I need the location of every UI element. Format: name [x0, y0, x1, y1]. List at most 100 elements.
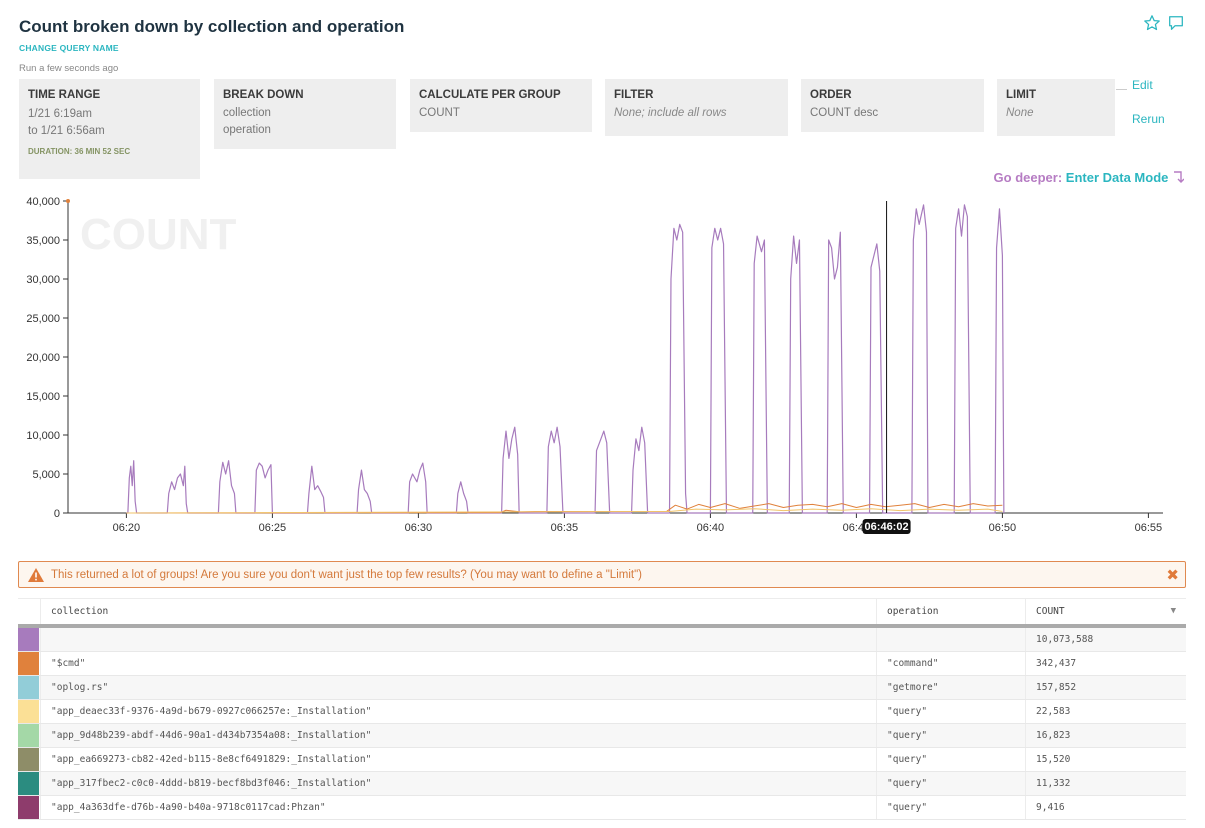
column-header-collection[interactable]: collection — [40, 598, 877, 628]
go-deeper-label: Go deeper: — [993, 170, 1063, 185]
calculate-box[interactable]: CALCULATE PER GROUP COUNT — [410, 79, 592, 132]
series-swatch — [18, 723, 41, 748]
count-chart[interactable]: COUNT 0 5,000 10,000 15,000 20,000 25,000 30,00… — [0, 185, 1205, 545]
cell-collection: "app_ea669273-cb82-42ed-b115-8e8cf649182… — [40, 747, 877, 772]
table-row[interactable]: "app_deaec33f-9376-4a9d-b679-0927c066257… — [18, 699, 1186, 724]
cursor-time-label: 06:46:02 — [865, 521, 909, 533]
run-timestamp: Run a few seconds ago — [19, 63, 119, 74]
chart-watermark: COUNT — [80, 210, 237, 259]
corner-arrow-icon — [1174, 171, 1185, 183]
color-swatch — [18, 724, 39, 747]
x-tick-label: 06:25 — [259, 522, 287, 534]
column-header-count-label: COUNT — [1036, 606, 1065, 617]
cell-count: 22,583 — [1025, 699, 1186, 724]
color-swatch — [18, 676, 39, 699]
limit-value: None — [1006, 107, 1034, 119]
table-row[interactable]: "app_4a363dfe-d76b-4a90-b40a-9718c0117ca… — [18, 795, 1186, 820]
break-down-value-operation: operation — [223, 124, 271, 136]
cell-collection: "app_9d48b239-abdf-44d6-90a1-d434b7354a0… — [40, 723, 877, 748]
cell-operation: "query" — [876, 747, 1026, 772]
cell-operation: "query" — [876, 795, 1026, 820]
color-swatch — [18, 772, 39, 795]
cell-collection — [40, 626, 877, 652]
cell-operation: "getmore" — [876, 675, 1026, 700]
table-row[interactable]: "$cmd" "command" 342,437 — [18, 651, 1186, 676]
table-row[interactable]: "app_9d48b239-abdf-44d6-90a1-d434b7354a0… — [18, 723, 1186, 748]
table-row[interactable]: "app_ea669273-cb82-42ed-b115-8e8cf649182… — [18, 747, 1186, 772]
warning-banner: This returned a lot of groups! Are you s… — [18, 561, 1186, 588]
table-row[interactable]: "app_317fbec2-c0c0-4ddd-b819-becf8bd3f04… — [18, 771, 1186, 796]
cell-collection: "app_deaec33f-9376-4a9d-b679-0927c066257… — [40, 699, 877, 724]
duration-label: DURATION: 36 MIN 52 SEC — [28, 147, 131, 156]
series-swatch — [18, 747, 41, 772]
time-range-from: 1/21 6:19am — [28, 108, 92, 120]
time-range-to: to 1/21 6:56am — [28, 125, 105, 137]
y-tick-label: 5,000 — [32, 469, 60, 481]
edit-link[interactable]: Edit — [1132, 78, 1153, 92]
cell-count: 16,823 — [1025, 723, 1186, 748]
calculate-value: COUNT — [419, 107, 460, 119]
comment-icon[interactable] — [1167, 14, 1185, 37]
enter-data-mode-link[interactable]: Enter Data Mode — [1065, 170, 1169, 185]
cell-operation — [876, 626, 1026, 652]
y-tick-label: 20,000 — [26, 352, 60, 364]
limit-label: LIMIT — [1006, 89, 1037, 101]
sort-desc-icon[interactable]: ▼ — [1170, 606, 1176, 616]
break-down-box[interactable]: BREAK DOWN collection operation — [214, 79, 396, 149]
color-swatch — [18, 700, 39, 723]
table-row[interactable]: "oplog.rs" "getmore" 157,852 — [18, 675, 1186, 700]
change-query-name-link[interactable]: CHANGE QUERY NAME — [19, 43, 119, 53]
order-label: ORDER — [810, 89, 852, 101]
color-column-header — [18, 598, 41, 628]
origin-marker — [66, 199, 70, 203]
limit-box[interactable]: LIMIT None — [997, 79, 1115, 136]
break-down-label: BREAK DOWN — [223, 89, 304, 101]
color-swatch — [18, 628, 39, 651]
go-deeper: Go deeper: Enter Data Mode — [993, 170, 1185, 185]
table-row[interactable]: 10,073,588 — [18, 626, 1186, 652]
cell-count: 9,416 — [1025, 795, 1186, 820]
x-tick-label: 06:35 — [551, 522, 579, 534]
color-swatch — [18, 748, 39, 771]
y-tick-label: 25,000 — [26, 313, 60, 325]
filter-label: FILTER — [614, 89, 654, 101]
y-tick-label: 10,000 — [26, 430, 60, 442]
cell-count: 157,852 — [1025, 675, 1186, 700]
divider — [1116, 89, 1127, 90]
calculate-label: CALCULATE PER GROUP — [419, 89, 561, 101]
cell-collection: "oplog.rs" — [40, 675, 877, 700]
cell-count: 342,437 — [1025, 651, 1186, 676]
x-tick-label: 06:40 — [697, 522, 725, 534]
series-swatch — [18, 771, 41, 796]
x-tick-label: 06:50 — [989, 522, 1017, 534]
y-tick-label: 0 — [54, 508, 60, 520]
y-tick-label: 15,000 — [26, 391, 60, 403]
cursor-time-badge — [862, 519, 911, 534]
rerun-link[interactable]: Rerun — [1132, 112, 1165, 126]
x-tick-label: 06:55 — [1135, 522, 1163, 534]
page-title: Count broken down by collection and oper… — [19, 17, 405, 36]
cell-operation: "query" — [876, 699, 1026, 724]
filter-value: None; include all rows — [614, 107, 727, 119]
cell-collection: "app_317fbec2-c0c0-4ddd-b819-becf8bd3f04… — [40, 771, 877, 796]
cell-collection: "$cmd" — [40, 651, 877, 676]
cell-count: 10,073,588 — [1025, 626, 1186, 652]
series-swatch — [18, 699, 41, 724]
cell-operation: "query" — [876, 771, 1026, 796]
results-table: collection operation COUNT ▼ 10,073,588 "$… — [18, 598, 1186, 820]
y-tick-label: 35,000 — [26, 235, 60, 247]
series-swatch — [18, 675, 41, 700]
close-icon[interactable]: ✖ — [1166, 567, 1179, 584]
series-swatch — [18, 626, 41, 652]
cell-count: 11,332 — [1025, 771, 1186, 796]
time-range-box[interactable]: TIME RANGE 1/21 6:19am to 1/21 6:56am DU… — [19, 79, 200, 179]
order-box[interactable]: ORDER COUNT desc — [801, 79, 984, 132]
time-range-label: TIME RANGE — [28, 89, 101, 101]
color-swatch — [18, 652, 39, 675]
column-header-operation[interactable]: operation — [876, 598, 1026, 628]
warning-icon — [28, 567, 44, 582]
filter-box[interactable]: FILTER None; include all rows — [605, 79, 788, 136]
column-header-count[interactable]: COUNT ▼ — [1025, 598, 1186, 628]
cell-collection: "app_4a363dfe-d76b-4a90-b40a-9718c0117ca… — [40, 795, 877, 820]
star-icon[interactable] — [1143, 14, 1161, 37]
